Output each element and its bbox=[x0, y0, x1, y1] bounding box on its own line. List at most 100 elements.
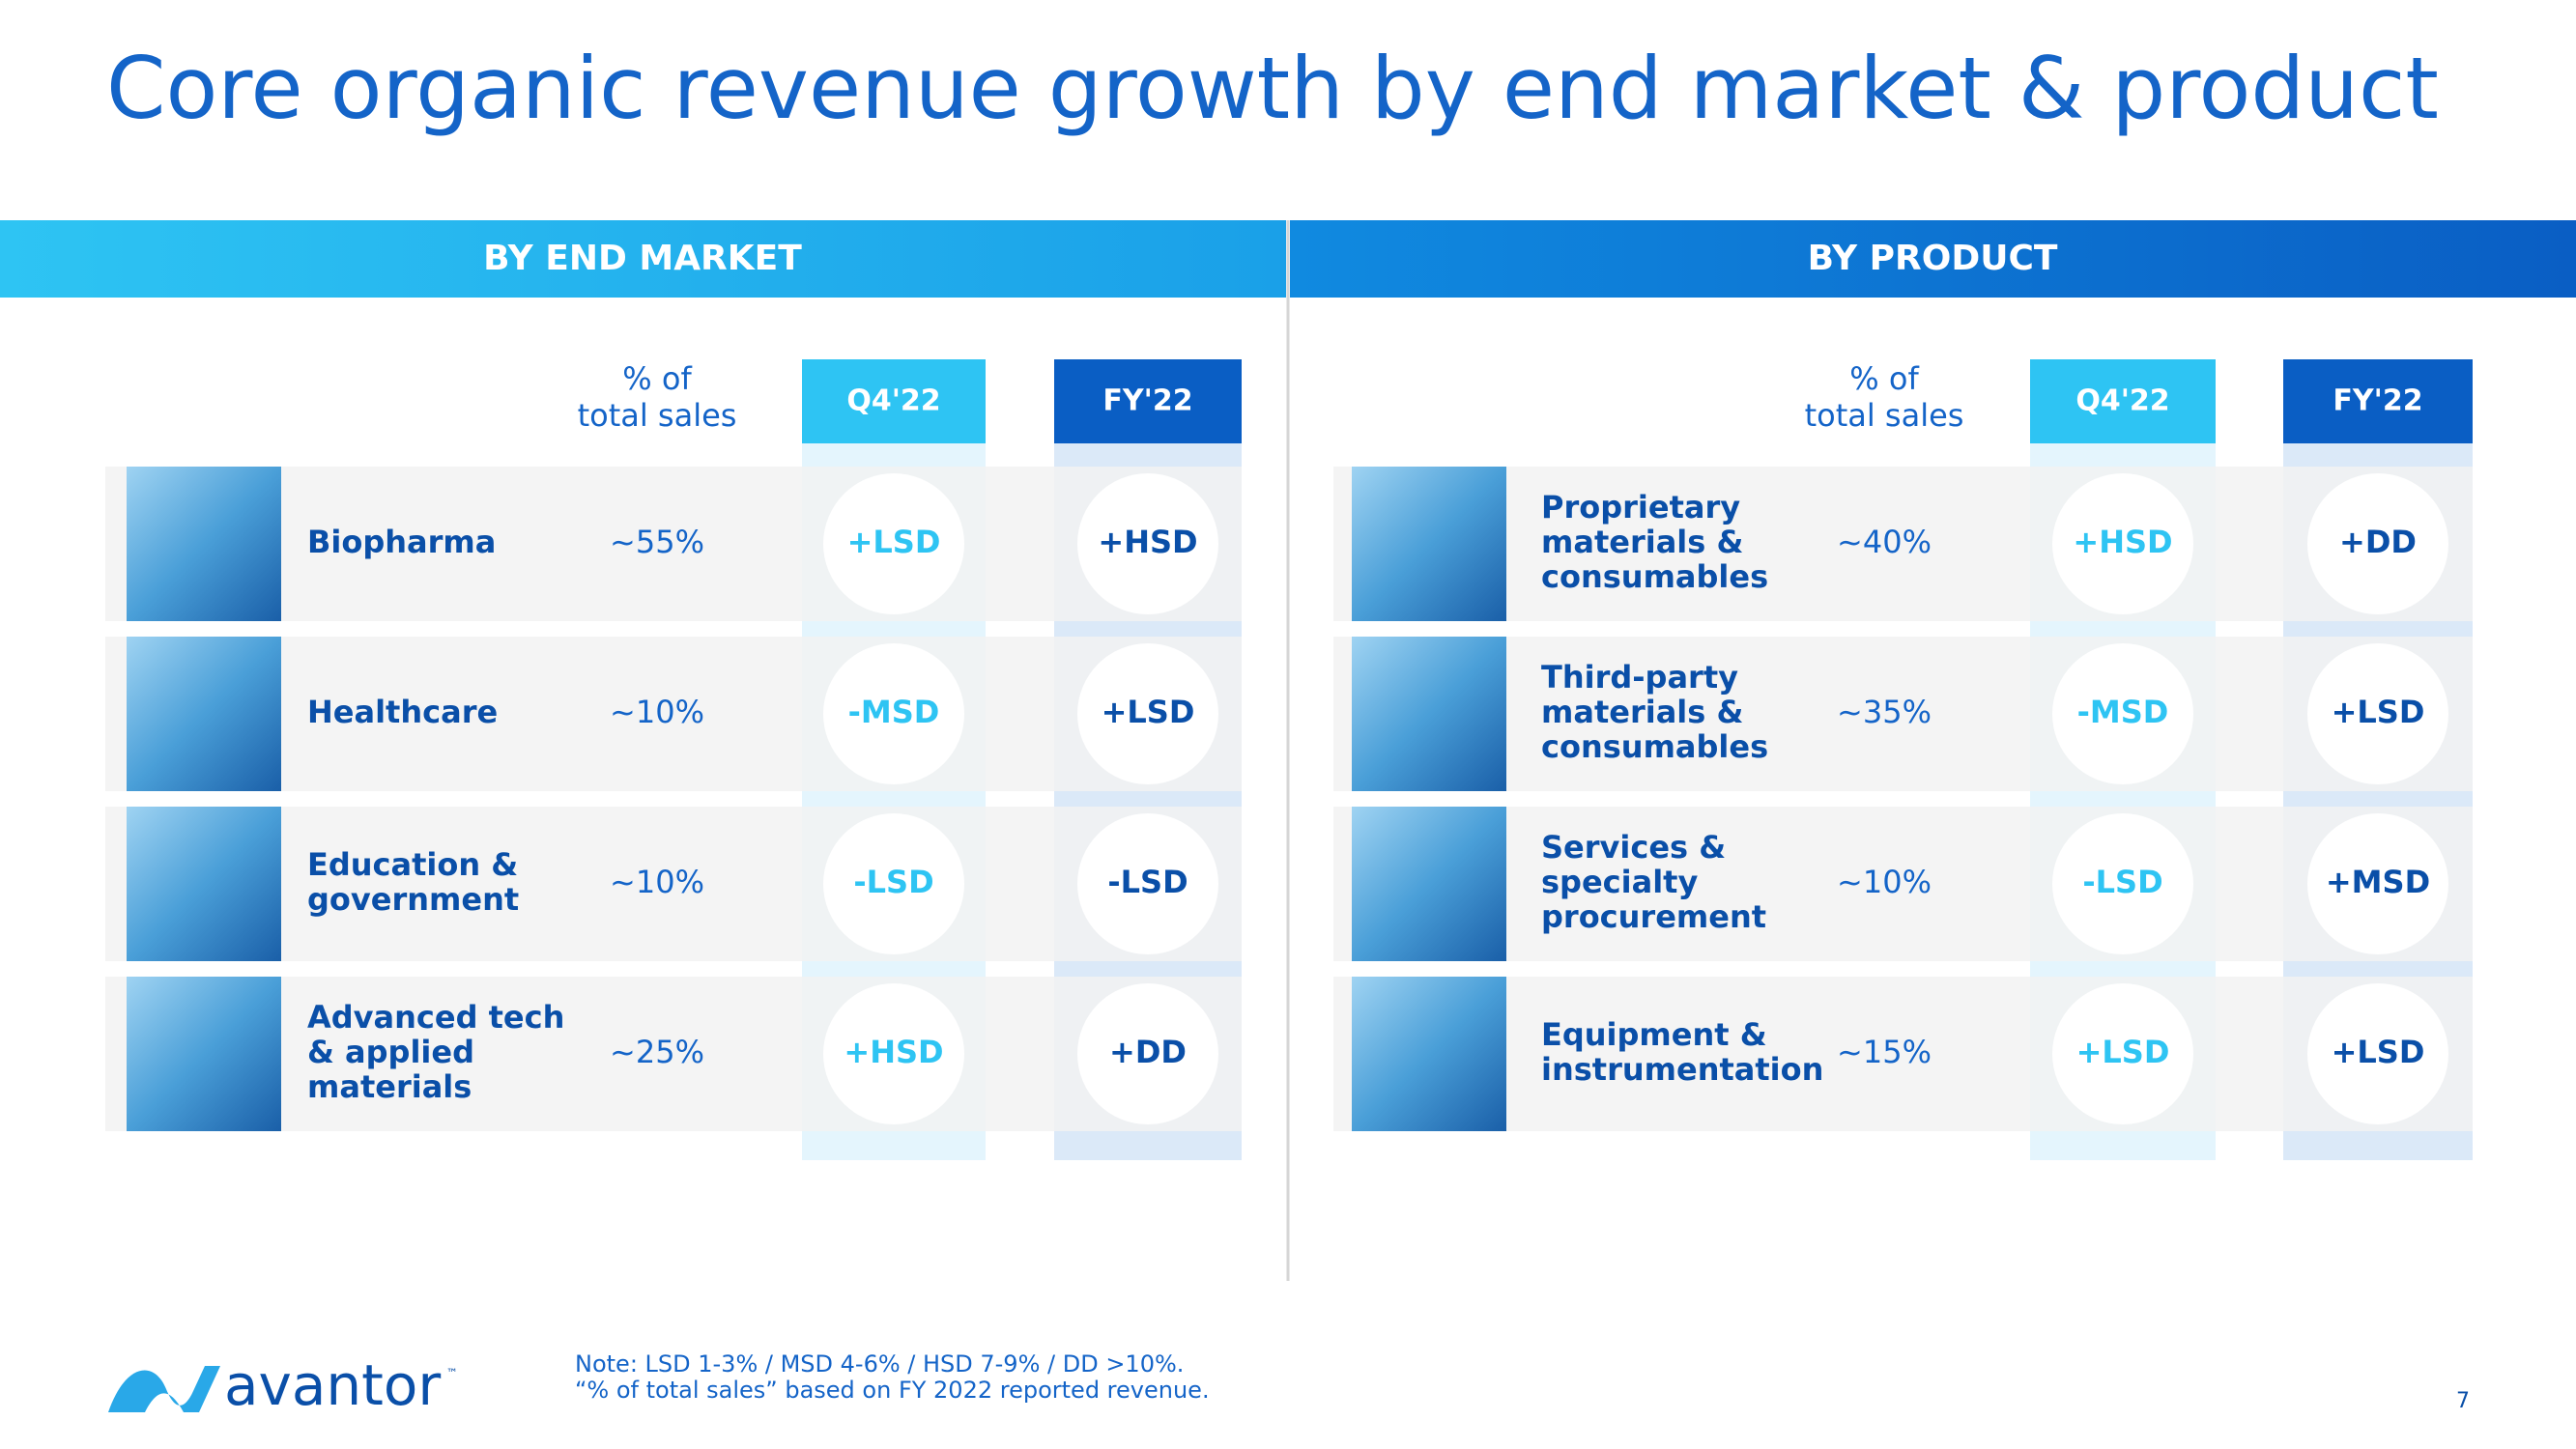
column-header: % of bbox=[1849, 360, 1919, 397]
row-label: consumables bbox=[1541, 558, 1768, 595]
row-value: +HSD bbox=[2073, 524, 2172, 560]
row-label: Services & bbox=[1541, 829, 1726, 866]
row-label: Advanced tech bbox=[307, 999, 564, 1036]
row-pct: ~15% bbox=[1837, 1034, 1932, 1070]
column-header-box bbox=[2030, 359, 2216, 443]
panel-heading: BY END MARKET bbox=[483, 239, 802, 278]
row-value: +HSD bbox=[1098, 524, 1197, 560]
row-value: +LSD bbox=[847, 524, 941, 560]
row-image bbox=[127, 807, 281, 961]
value-circle bbox=[823, 473, 964, 614]
panel-heading: BY PRODUCT bbox=[1808, 239, 2058, 278]
slide-title: Core organic revenue growth by end marke… bbox=[106, 39, 2439, 138]
value-circle bbox=[823, 643, 964, 784]
row-label: procurement bbox=[1541, 898, 1766, 935]
row-background bbox=[1333, 637, 2473, 791]
row-value: -LSD bbox=[1107, 864, 1188, 900]
value-circle bbox=[2052, 983, 2193, 1124]
row-value: -LSD bbox=[853, 864, 933, 900]
row-background bbox=[105, 807, 1242, 961]
row-value: +LSD bbox=[2332, 1034, 2425, 1070]
row-label: Proprietary bbox=[1541, 489, 1740, 526]
value-circle bbox=[1077, 643, 1218, 784]
row-pct: ~10% bbox=[610, 864, 704, 900]
row-value: +DD bbox=[1109, 1034, 1187, 1070]
row-image bbox=[1352, 977, 1506, 1131]
row-label: & applied bbox=[307, 1034, 474, 1070]
row-background bbox=[1333, 977, 2473, 1131]
logo: avantor ™ bbox=[108, 1352, 458, 1418]
row-background bbox=[1333, 467, 2473, 621]
header-band bbox=[1290, 220, 2576, 298]
row-pct: ~25% bbox=[610, 1034, 704, 1070]
row-value: +MSD bbox=[2326, 864, 2430, 900]
logo-text: avantor bbox=[224, 1352, 441, 1418]
row-value: +LSD bbox=[1102, 694, 1195, 730]
value-circle bbox=[1077, 983, 1218, 1124]
row-label: specialty bbox=[1541, 864, 1698, 900]
row-image bbox=[1352, 807, 1506, 961]
column-header-box bbox=[1054, 359, 1242, 443]
row-image bbox=[127, 637, 281, 791]
value-circle bbox=[2307, 983, 2448, 1124]
row-value: +LSD bbox=[2332, 694, 2425, 730]
column-header: % of bbox=[622, 360, 692, 397]
page-number: 7 bbox=[2456, 1389, 2470, 1413]
column-header: total sales bbox=[578, 397, 737, 434]
row-value: +DD bbox=[2339, 524, 2417, 560]
row-label: Healthcare bbox=[307, 694, 498, 730]
column-header: total sales bbox=[1805, 397, 1964, 434]
row-label: materials & bbox=[1541, 524, 1743, 560]
row-label: Biopharma bbox=[307, 524, 496, 560]
value-circle bbox=[2052, 813, 2193, 954]
column-header: FY'22 bbox=[1102, 384, 1192, 418]
row-value: -MSD bbox=[848, 694, 940, 730]
row-label: materials & bbox=[1541, 694, 1743, 730]
column-header-box bbox=[802, 359, 986, 443]
logo-tm: ™ bbox=[446, 1367, 458, 1380]
row-background bbox=[105, 637, 1242, 791]
row-value: -LSD bbox=[2082, 864, 2162, 900]
value-circle bbox=[1077, 473, 1218, 614]
row-image bbox=[127, 467, 281, 621]
note-line: “% of total sales” based on FY 2022 repo… bbox=[575, 1377, 1210, 1404]
value-circle bbox=[823, 983, 964, 1124]
note-line: Note: LSD 1-3% / MSD 4-6% / HSD 7-9% / D… bbox=[575, 1350, 1184, 1378]
row-value: +LSD bbox=[2076, 1034, 2170, 1070]
row-label: Education & bbox=[307, 846, 518, 883]
logo-mark bbox=[108, 1366, 220, 1412]
column-header: FY'22 bbox=[2333, 384, 2422, 418]
header-band bbox=[0, 220, 1286, 298]
value-circle bbox=[823, 813, 964, 954]
row-image bbox=[1352, 467, 1506, 621]
row-label: Equipment & bbox=[1541, 1016, 1767, 1053]
row-pct: ~35% bbox=[1837, 694, 1932, 730]
value-circle bbox=[2052, 643, 2193, 784]
value-circle bbox=[2307, 473, 2448, 614]
column-header: Q4'22 bbox=[846, 384, 940, 418]
row-label: consumables bbox=[1541, 728, 1768, 765]
column-header: Q4'22 bbox=[2075, 384, 2169, 418]
column-header-box bbox=[2283, 359, 2473, 443]
row-pct: ~55% bbox=[610, 524, 704, 560]
row-background bbox=[105, 977, 1242, 1131]
row-image bbox=[127, 977, 281, 1131]
row-label: government bbox=[307, 881, 519, 918]
row-value: +HSD bbox=[844, 1034, 943, 1070]
value-circle bbox=[2307, 813, 2448, 954]
row-image bbox=[1352, 637, 1506, 791]
row-label: Third-party bbox=[1541, 659, 1738, 696]
value-circle bbox=[1077, 813, 1218, 954]
row-background bbox=[1333, 807, 2473, 961]
row-label: materials bbox=[307, 1068, 472, 1105]
row-value: -MSD bbox=[2077, 694, 2169, 730]
value-circle bbox=[2052, 473, 2193, 614]
row-background bbox=[105, 467, 1242, 621]
row-pct: ~10% bbox=[610, 694, 704, 730]
row-pct: ~40% bbox=[1837, 524, 1932, 560]
row-pct: ~10% bbox=[1837, 864, 1932, 900]
row-label: instrumentation bbox=[1541, 1051, 1823, 1088]
value-circle bbox=[2307, 643, 2448, 784]
